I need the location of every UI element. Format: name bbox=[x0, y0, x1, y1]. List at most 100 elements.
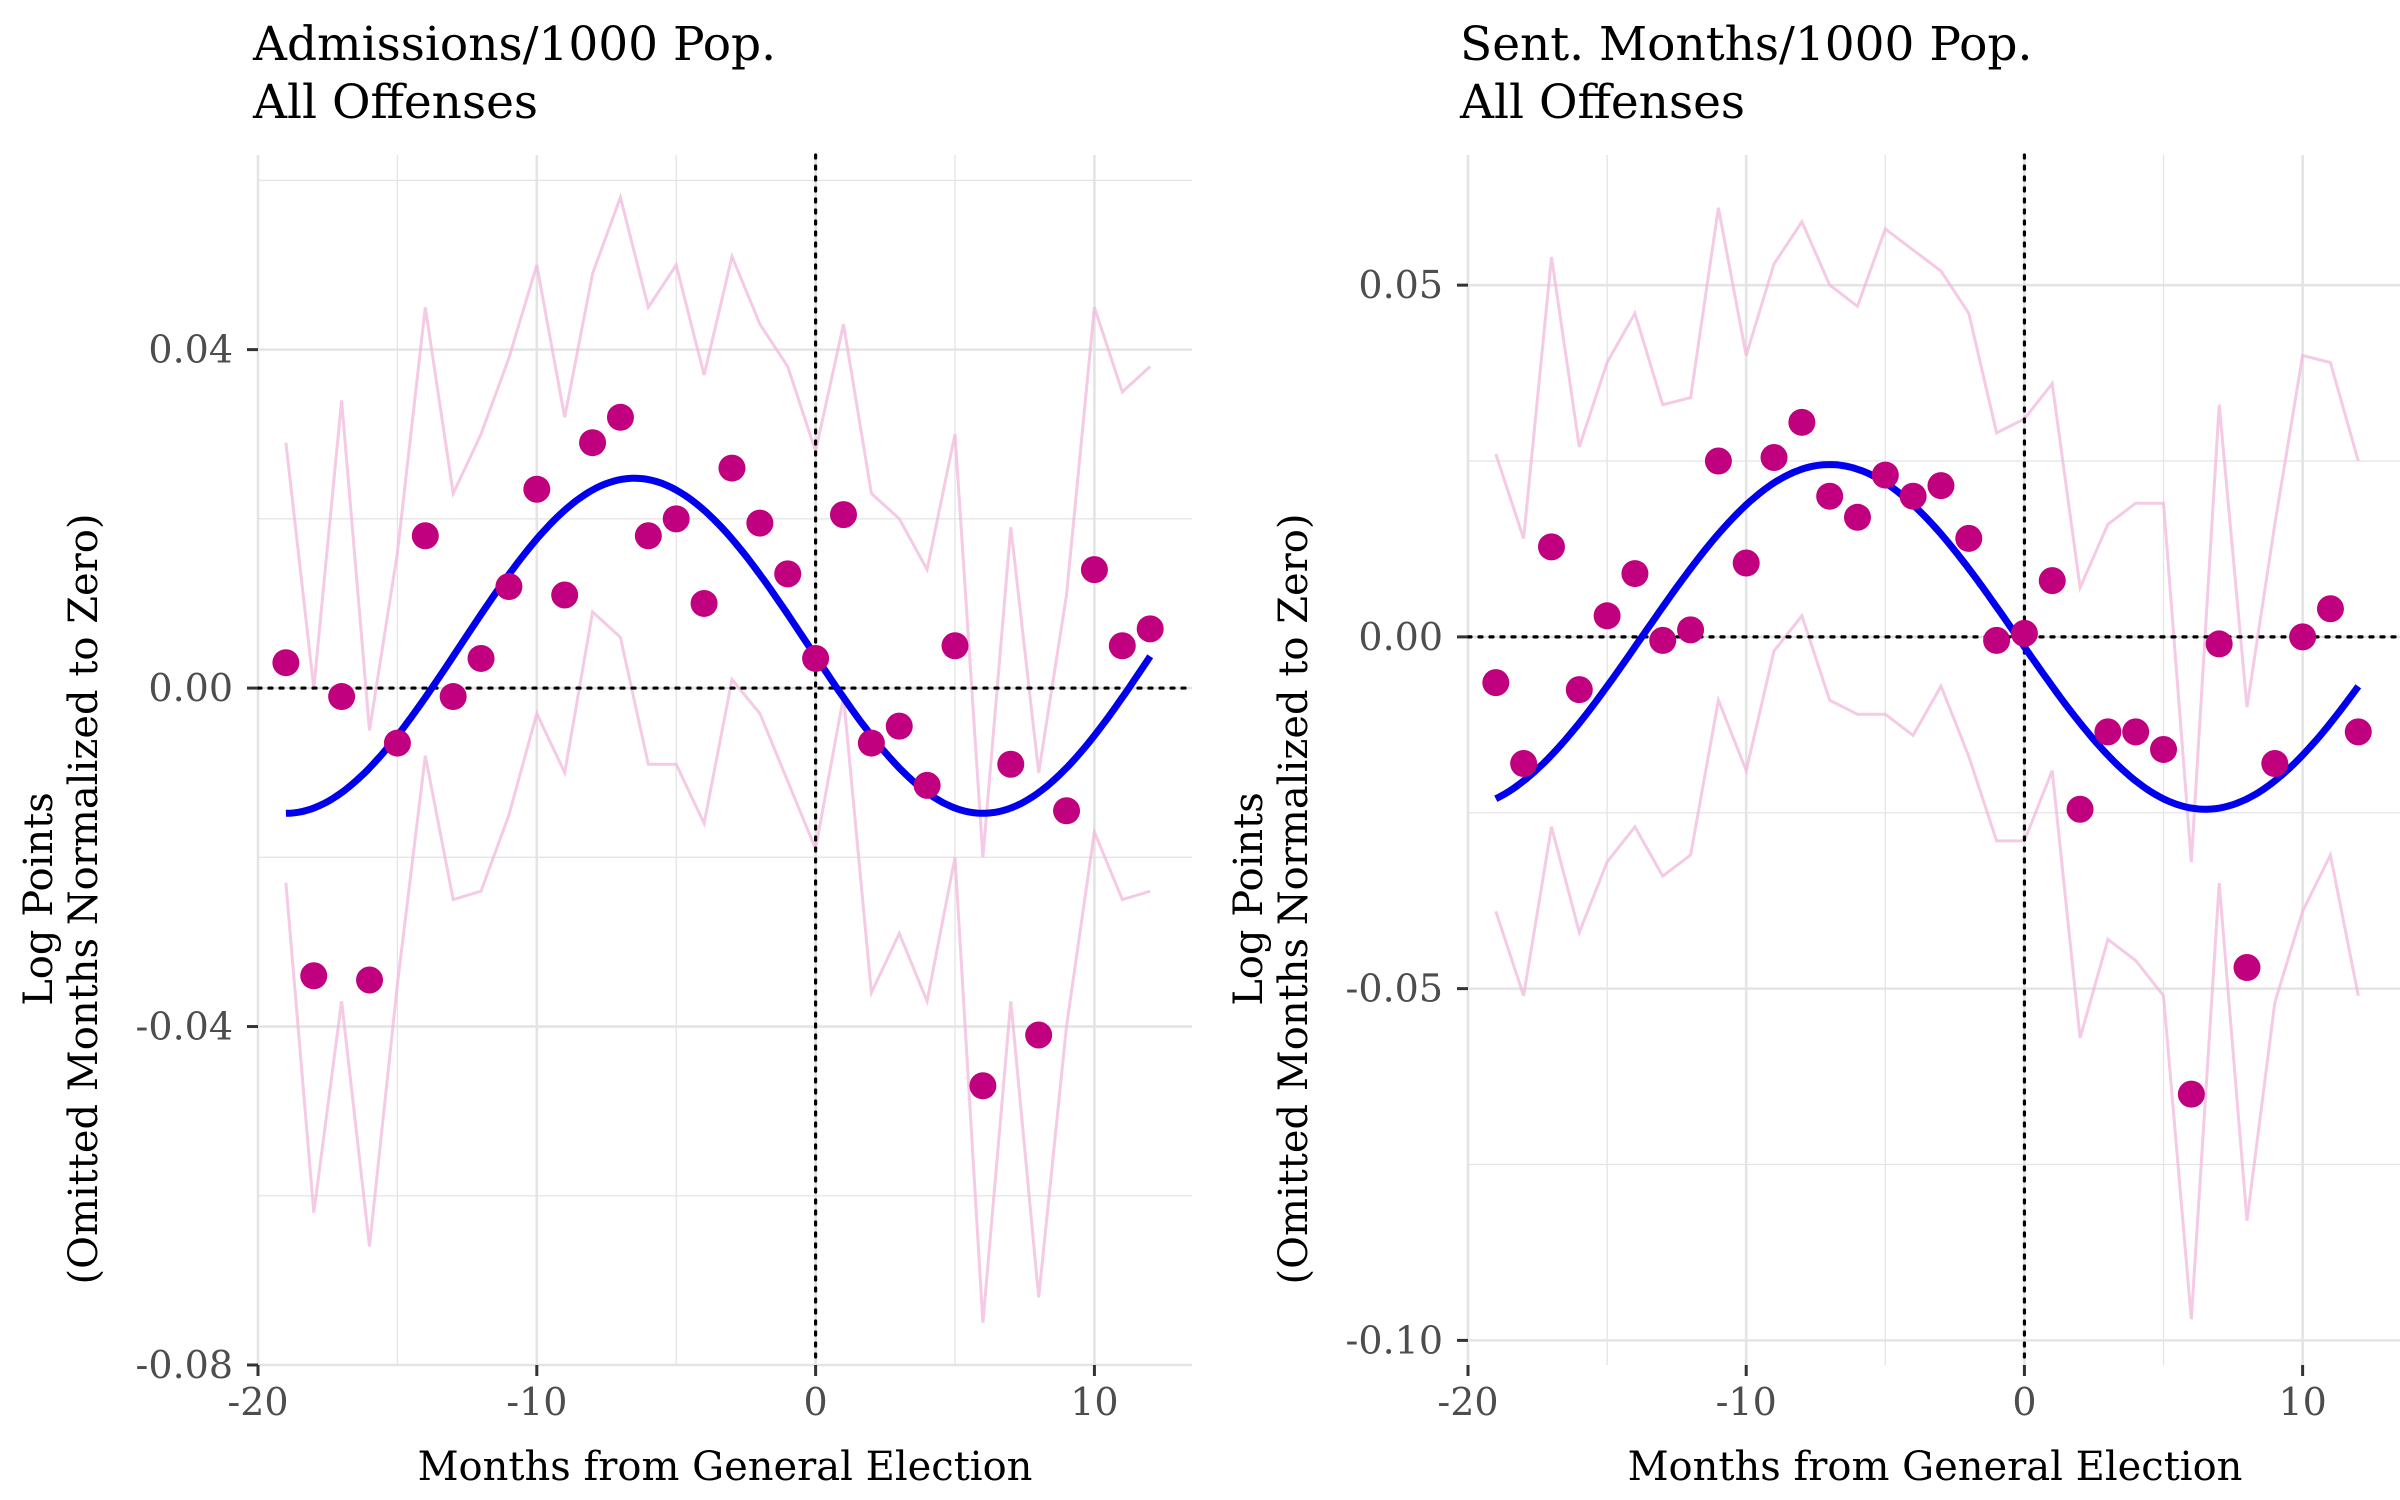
data-point bbox=[383, 729, 411, 757]
panel-title-line-2: All Offenses bbox=[1459, 75, 1745, 130]
data-point bbox=[1899, 482, 1927, 510]
data-point bbox=[439, 683, 467, 711]
data-point bbox=[467, 644, 495, 672]
data-point bbox=[1510, 750, 1538, 778]
data-point bbox=[1788, 408, 1816, 436]
data-point bbox=[551, 581, 579, 609]
panel-title-line-2: All Offenses bbox=[252, 75, 538, 130]
data-point bbox=[802, 644, 830, 672]
fitted-curve bbox=[285, 474, 1154, 817]
data-point bbox=[774, 560, 802, 588]
data-point bbox=[2094, 718, 2122, 746]
data-point bbox=[1621, 560, 1649, 588]
y-axis-title-line-1: Log Points bbox=[1226, 792, 1272, 1006]
x-tick-label: -10 bbox=[506, 1380, 567, 1424]
fitted-curve bbox=[1494, 461, 2362, 813]
data-point bbox=[2289, 623, 2317, 651]
x-tick-label: -20 bbox=[1437, 1380, 1498, 1424]
sentence-months-panel: Sent. Months/1000 Pop. All Offenses 0.05… bbox=[1226, 17, 2400, 1490]
panel-title-line-1: Sent. Months/1000 Pop. bbox=[1460, 17, 2032, 72]
admissions-panel: Admissions/1000 Pop. All Offenses 0.040.… bbox=[16, 17, 1194, 1490]
data-point bbox=[495, 573, 523, 601]
y-tick-label: 0.00 bbox=[1358, 615, 1443, 659]
x-tick-label: -20 bbox=[227, 1380, 288, 1424]
data-point bbox=[2177, 1080, 2205, 1108]
data-point bbox=[2150, 735, 2178, 763]
data-point bbox=[272, 649, 300, 677]
data-point bbox=[411, 522, 439, 550]
data-point bbox=[885, 712, 913, 740]
data-point bbox=[829, 501, 857, 529]
data-point bbox=[1955, 524, 1983, 552]
data-point bbox=[1482, 669, 1510, 697]
x-tick-label: 10 bbox=[2278, 1380, 2326, 1424]
y-tick-label: -0.08 bbox=[136, 1343, 233, 1387]
data-point bbox=[690, 589, 718, 617]
data-point bbox=[1732, 549, 1760, 577]
data-point bbox=[1649, 626, 1677, 654]
plot-area: 0.04 0.00 -0.04 -0.08-20 -10 0 10 bbox=[136, 153, 1194, 1424]
y-tick-label: 0.05 bbox=[1358, 263, 1443, 307]
data-point bbox=[2066, 795, 2094, 823]
data-point bbox=[606, 403, 634, 431]
ci-lower-line bbox=[284, 608, 1151, 1323]
data-point bbox=[2010, 619, 2038, 647]
data-point bbox=[2261, 750, 2289, 778]
data-point bbox=[1677, 616, 1705, 644]
x-tick-label: 0 bbox=[804, 1380, 828, 1424]
plot-area: 0.05 0.00 -0.05 -0.10 -20 -10 0 10 bbox=[1346, 153, 2400, 1424]
data-point bbox=[2038, 567, 2066, 595]
data-point bbox=[1025, 1021, 1053, 1049]
y-axis-title-line-2: (Omitted Months Normalized to Zero) bbox=[1271, 514, 1317, 1285]
data-point bbox=[1108, 632, 1136, 660]
data-point bbox=[1927, 472, 1955, 500]
data-point bbox=[328, 683, 356, 711]
y-tick-label: 0.00 bbox=[148, 666, 233, 710]
x-tick-label: 10 bbox=[1070, 1380, 1118, 1424]
data-point bbox=[746, 509, 774, 537]
x-axis-title: Months from General Election bbox=[1628, 1444, 2243, 1490]
x-tick-label: -10 bbox=[1716, 1380, 1777, 1424]
data-point bbox=[718, 454, 746, 482]
data-point bbox=[857, 729, 885, 757]
data-point bbox=[2316, 595, 2344, 623]
ci-upper-line bbox=[284, 192, 1152, 858]
data-point bbox=[1537, 533, 1565, 561]
data-point bbox=[969, 1072, 997, 1100]
data-point bbox=[2233, 954, 2261, 982]
panel-title-line-1: Admissions/1000 Pop. bbox=[252, 17, 776, 72]
data-point bbox=[1871, 461, 1899, 489]
x-tick-label: 0 bbox=[2012, 1380, 2036, 1424]
y-tick-label: -0.05 bbox=[1346, 967, 1443, 1011]
data-point bbox=[1983, 626, 2011, 654]
y-axis-title-line-1: Log Points bbox=[16, 792, 62, 1006]
data-point bbox=[1136, 615, 1164, 643]
ci-lower-line bbox=[1494, 612, 2360, 1320]
y-tick-label: -0.04 bbox=[136, 1005, 233, 1049]
data-point bbox=[2205, 630, 2233, 658]
data-point bbox=[997, 750, 1025, 778]
data-point bbox=[2344, 718, 2372, 746]
data-point bbox=[1704, 447, 1732, 475]
y-axis-title-line-2: (Omitted Months Normalized to Zero) bbox=[61, 514, 107, 1285]
data-point bbox=[1816, 482, 1844, 510]
y-tick-label: -0.10 bbox=[1346, 1318, 1443, 1362]
data-point bbox=[913, 771, 941, 799]
data-point bbox=[523, 475, 551, 503]
data-point bbox=[941, 632, 969, 660]
ci-upper-line bbox=[1494, 207, 2360, 863]
data-point bbox=[356, 966, 384, 994]
data-point bbox=[1080, 556, 1108, 584]
data-point bbox=[1565, 676, 1593, 704]
data-point bbox=[634, 522, 662, 550]
data-point bbox=[579, 429, 607, 457]
y-tick-label: 0.04 bbox=[148, 328, 233, 372]
data-point bbox=[1053, 797, 1081, 825]
data-point bbox=[2122, 718, 2150, 746]
data-point bbox=[662, 505, 690, 533]
data-point bbox=[300, 962, 328, 990]
data-point bbox=[1593, 602, 1621, 630]
data-point bbox=[1760, 444, 1788, 471]
